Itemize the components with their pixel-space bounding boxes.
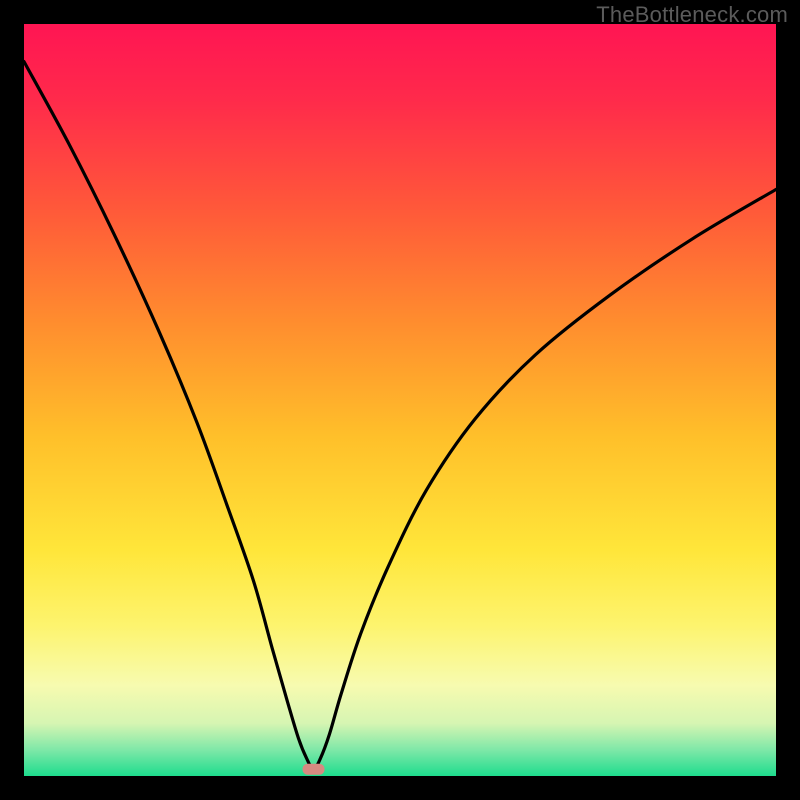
gradient-background xyxy=(24,24,776,776)
notch-marker xyxy=(303,764,325,775)
plot-svg xyxy=(24,24,776,776)
chart-stage: TheBottleneck.com xyxy=(0,0,800,800)
